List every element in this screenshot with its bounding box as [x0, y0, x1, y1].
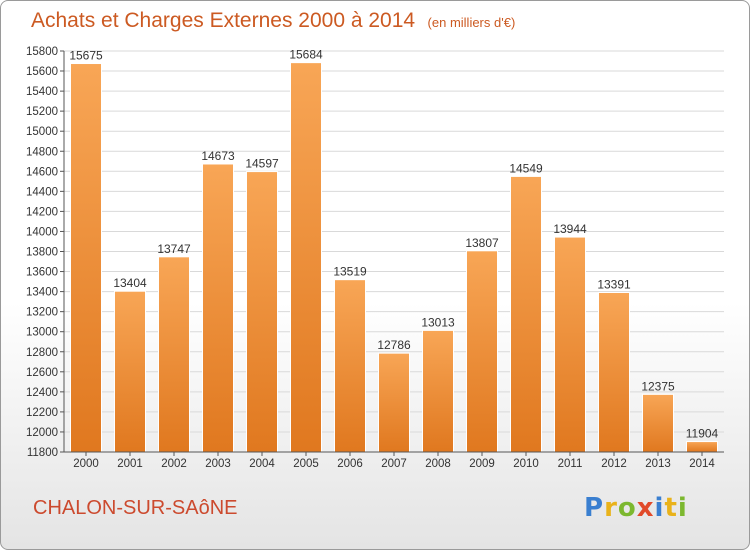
bar-2008 — [422, 329, 454, 453]
y-tick-label: 15800 — [26, 46, 58, 58]
y-tick-label: 14200 — [26, 206, 58, 218]
y-tick-label: 15200 — [26, 106, 58, 118]
bar-2007 — [378, 352, 410, 453]
data-label-2005: 15684 — [289, 48, 323, 62]
x-tick-label: 2001 — [117, 458, 143, 470]
bar-2010 — [510, 175, 542, 453]
x-tick-label: 2002 — [161, 458, 187, 470]
y-tick-label: 12800 — [26, 347, 58, 359]
y-tick-label: 12400 — [26, 387, 58, 399]
y-tick-label: 12000 — [26, 427, 58, 439]
bar-2006 — [334, 279, 366, 453]
x-tick-label: 2008 — [425, 458, 451, 470]
y-tick-label: 14600 — [26, 166, 58, 178]
data-label-2002: 13747 — [157, 242, 191, 256]
logo-letter: o — [617, 493, 637, 523]
x-tick-label: 2007 — [381, 458, 407, 470]
bar-2005 — [290, 62, 322, 453]
data-label-2006: 13519 — [333, 265, 367, 279]
logo-letter: t — [664, 493, 678, 523]
bars: 15675 13404 13747 14673 14597 15684 13519 12786… — [69, 48, 719, 453]
y-tick-label: 15600 — [26, 66, 58, 78]
data-label-2014: 11904 — [686, 427, 719, 441]
logo-letter: i — [677, 493, 688, 523]
y-tick-label: 13600 — [26, 267, 58, 279]
data-label-2010: 14549 — [509, 161, 543, 175]
bar-2002 — [158, 256, 190, 453]
x-tick-label: 2013 — [645, 458, 671, 470]
chart-title: Achats et Charges Externes 2000 à 2014 (… — [31, 9, 515, 33]
logo-letter: r — [604, 493, 618, 523]
bar-2013 — [642, 393, 674, 453]
y-tick-label: 15400 — [26, 86, 58, 98]
y-tick-label: 13200 — [26, 307, 58, 319]
x-tick-label: 2005 — [293, 458, 319, 470]
data-label-2008: 13013 — [421, 315, 455, 329]
data-label-2012: 13391 — [597, 278, 631, 292]
bar-2012 — [598, 292, 630, 453]
logo-letter: P — [584, 493, 605, 523]
chart-title-text: Achats et Charges Externes 2000 à 2014 — [31, 9, 416, 32]
y-tick-label: 14400 — [26, 186, 58, 198]
chart-unit-note: (en milliers d'€) — [427, 15, 516, 30]
data-label-2013: 12375 — [641, 379, 675, 393]
y-tick-label: 13800 — [26, 247, 58, 259]
y-tick-label: 14000 — [26, 226, 58, 238]
data-label-2001: 13404 — [113, 276, 147, 290]
data-label-2007: 12786 — [377, 338, 411, 352]
x-tick-label: 2004 — [249, 458, 275, 470]
y-tick-label: 13400 — [26, 287, 58, 299]
y-tick-label: 13000 — [26, 327, 58, 339]
bar-2009 — [466, 250, 498, 453]
bar-2001 — [114, 290, 146, 453]
x-tick-label: 2012 — [601, 458, 627, 470]
bar-2011 — [554, 236, 586, 453]
x-tick-label: 2006 — [337, 458, 363, 470]
y-tick-label: 12200 — [26, 407, 58, 419]
city-name: CHALON-SUR-SAôNE — [33, 497, 238, 519]
logo-letter: i — [654, 493, 665, 523]
x-tick-label: 2010 — [513, 458, 539, 470]
data-label-2011: 13944 — [553, 222, 587, 236]
data-label-2003: 14673 — [201, 149, 235, 163]
data-label-2004: 14597 — [245, 157, 279, 171]
data-label-2000: 15675 — [69, 49, 103, 63]
data-label-2009: 13807 — [465, 236, 499, 250]
y-tick-label: 12600 — [26, 367, 58, 379]
logo-letter: x — [636, 493, 655, 523]
x-tick-label: 2000 — [73, 458, 99, 470]
y-tick-label: 15000 — [26, 126, 58, 138]
x-tick-label: 2003 — [205, 458, 231, 470]
x-tick-label: 2014 — [689, 458, 715, 470]
x-tick-label: 2011 — [558, 458, 583, 470]
axes: 11800 12000 12200 12400 12600 12800 13000 13200… — [26, 46, 724, 470]
bar-2000 — [70, 63, 102, 453]
x-tick-label: 2009 — [469, 458, 495, 470]
bar-2003 — [202, 163, 234, 453]
y-tick-label: 11800 — [27, 447, 58, 459]
y-tick-label: 14800 — [26, 146, 58, 158]
proxiti-logo: Proxiti — [584, 493, 688, 523]
bar-2004 — [246, 171, 278, 453]
bar-2014 — [686, 441, 718, 453]
